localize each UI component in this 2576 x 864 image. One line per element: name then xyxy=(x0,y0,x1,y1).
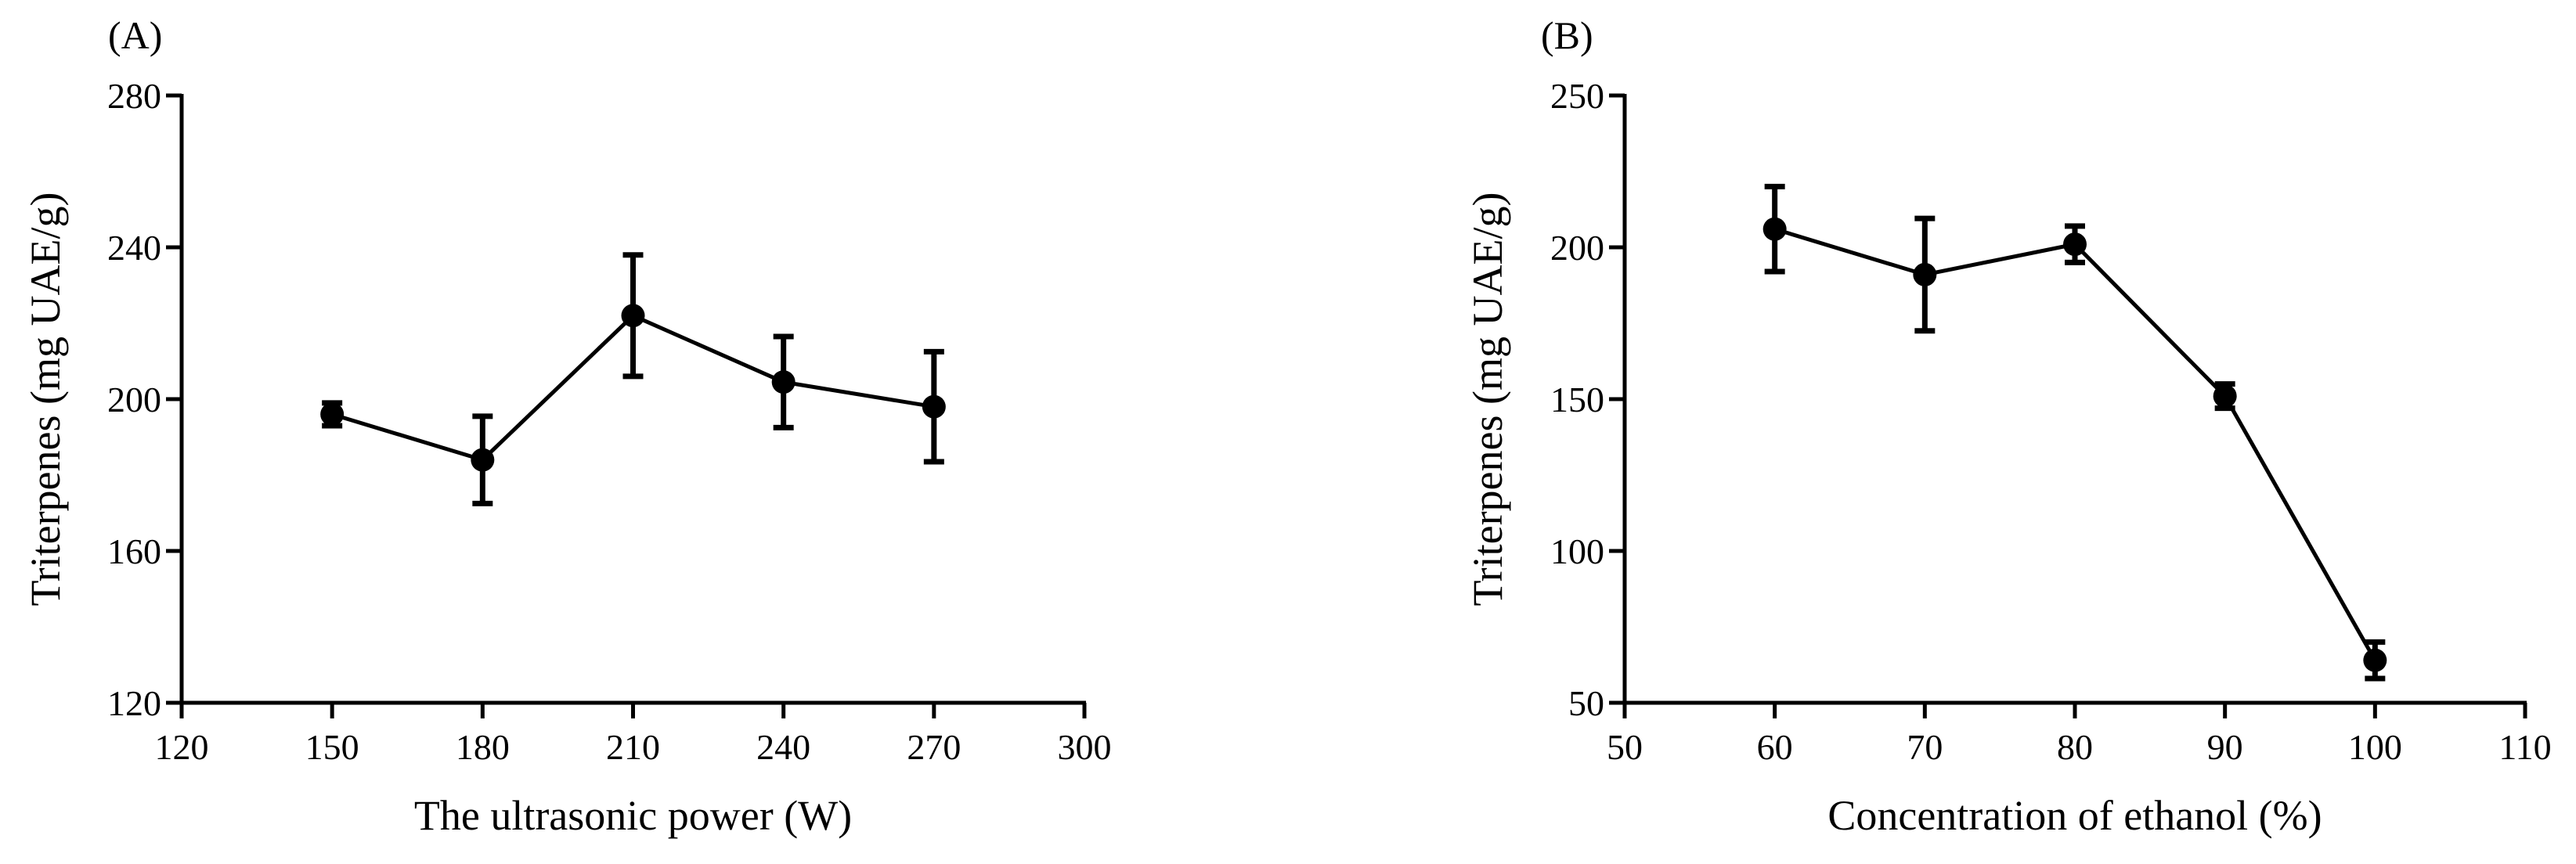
x-tick-label: 270 xyxy=(907,727,961,767)
x-tick-label: 90 xyxy=(2207,727,2243,767)
y-tick-label: 240 xyxy=(107,228,161,268)
data-point xyxy=(2063,232,2087,257)
x-tick-label: 50 xyxy=(1607,727,1643,767)
x-tick-label: 70 xyxy=(1907,727,1943,767)
x-axis-title: Concentration of ethanol (%) xyxy=(1827,792,2322,839)
x-tick-label: 120 xyxy=(155,727,209,767)
x-axis-title: The ultrasonic power (W) xyxy=(414,792,852,839)
x-tick-label: 60 xyxy=(1757,727,1793,767)
y-axis-title: Triterpenes (mg UAE/g) xyxy=(1464,193,1511,607)
data-point xyxy=(771,370,796,394)
y-tick-label: 50 xyxy=(1568,683,1604,723)
x-tick-label: 300 xyxy=(1058,727,1112,767)
y-tick-label: 200 xyxy=(107,380,161,419)
panel-a: (A) 120 160 200 240 280 120 150 180 210 240 270 300 T… xyxy=(22,13,1112,839)
data-point xyxy=(621,304,645,328)
x-tick-label: 110 xyxy=(2498,727,2551,767)
panel-label: (A) xyxy=(108,13,162,57)
data-point xyxy=(922,394,946,419)
data-point xyxy=(471,448,495,472)
x-tick-label: 210 xyxy=(606,727,660,767)
x-tick-label: 100 xyxy=(2348,727,2402,767)
y-tick-label: 120 xyxy=(107,683,161,723)
y-tick-label: 250 xyxy=(1550,76,1604,116)
data-point xyxy=(1762,217,1787,241)
x-tick-label: 240 xyxy=(756,727,810,767)
series-line xyxy=(1773,227,2377,661)
panel-label: (B) xyxy=(1541,13,1593,57)
data-point xyxy=(2363,648,2387,672)
data-point xyxy=(1913,262,1937,286)
data-point xyxy=(2213,384,2237,409)
y-axis-title: Triterpenes (mg UAE/g) xyxy=(22,193,69,607)
y-tick-label: 160 xyxy=(107,531,161,571)
x-tick-label: 180 xyxy=(456,727,510,767)
y-tick-label: 150 xyxy=(1550,380,1604,419)
y-tick-label: 280 xyxy=(107,76,161,116)
data-point xyxy=(320,402,345,427)
y-tick-label: 200 xyxy=(1550,228,1604,268)
panel-b: (B) 50 100 150 200 250 50 60 70 80 90 100 110 Concent… xyxy=(1464,13,2552,839)
x-tick-label: 150 xyxy=(305,727,359,767)
y-tick-label: 100 xyxy=(1550,531,1604,571)
x-tick-label: 80 xyxy=(2057,727,2093,767)
